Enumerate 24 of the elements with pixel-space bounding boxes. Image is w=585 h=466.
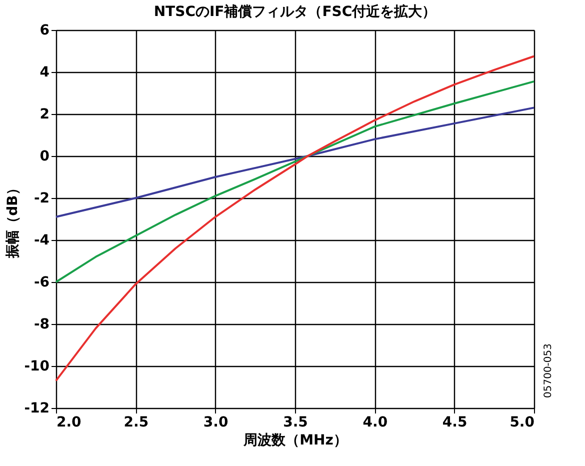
x-tick-label: 2.5: [124, 414, 149, 430]
y-tick-label: -4: [34, 232, 50, 248]
line-series: [55, 55, 535, 382]
x-axis-title: 周波数（MHz）: [242, 432, 348, 448]
y-tick-label: 2: [40, 106, 50, 122]
y-tick-label: 4: [40, 64, 50, 80]
chart-title: NTSCのIF補償フィルタ（FSC付近を拡大）: [154, 3, 436, 20]
line-series: [55, 80, 535, 283]
y-tick-label: 6: [40, 22, 50, 38]
text: 05700-053: [543, 343, 554, 398]
x-tick-label: 5.0: [510, 414, 535, 430]
line-series: [55, 106, 535, 218]
y-tick-label: -10: [24, 358, 50, 374]
y-tick-label: -8: [34, 316, 50, 332]
x-tick-label: 3.0: [203, 414, 228, 430]
x-tick-label: 4.0: [362, 414, 388, 430]
x-tick-label: 3.5: [283, 414, 308, 430]
y-tick-label: -2: [34, 190, 50, 206]
y-tick-label: -12: [24, 400, 50, 416]
x-tick-label: 2.0: [56, 414, 82, 430]
y-tick-label: 0: [40, 148, 50, 164]
x-tick-label: 4.5: [442, 414, 468, 430]
y-axis-title: 振幅（dB）: [5, 181, 22, 259]
y-tick-label: -6: [34, 274, 50, 290]
